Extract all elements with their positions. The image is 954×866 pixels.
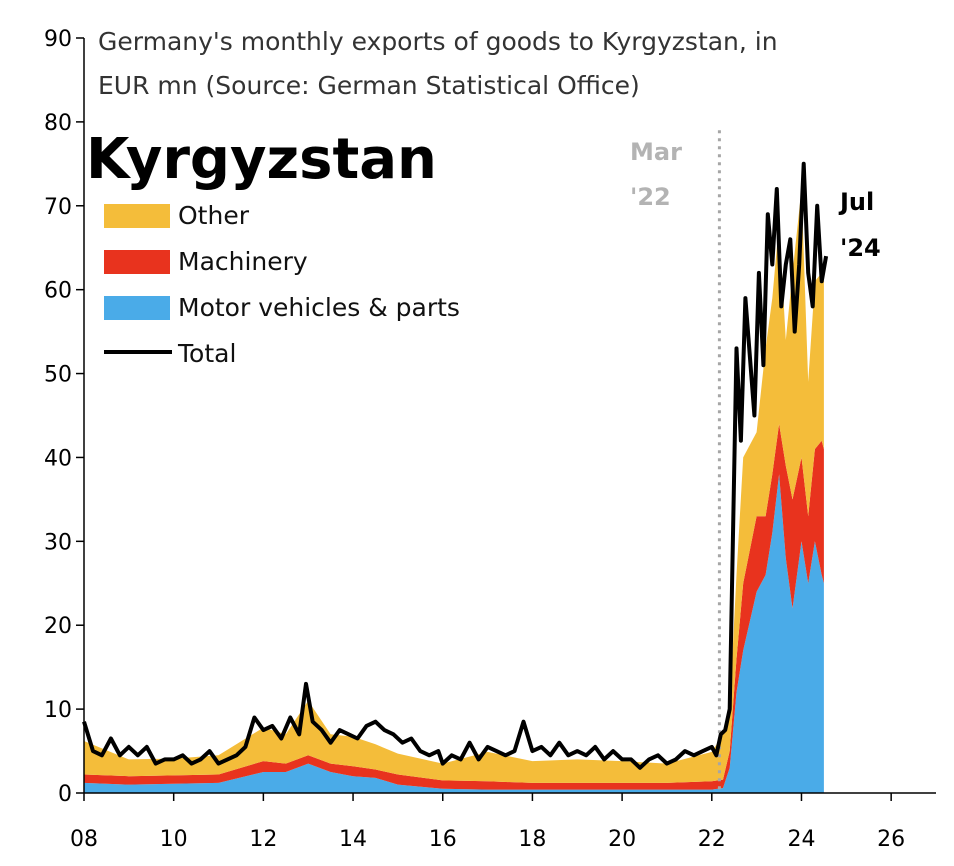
- x-tick-label: 14: [339, 827, 367, 852]
- x-tick-label: 16: [429, 827, 457, 852]
- x-axis-ticks: 08 10 12 14 16 18 20 22 24 26: [70, 793, 905, 852]
- chart-subtitle-line-2: EUR mn (Source: German Statistical Offic…: [98, 71, 640, 100]
- x-tick-label: 20: [608, 827, 636, 852]
- annotation-mar-line1: Mar: [630, 138, 682, 166]
- x-tick-label: 22: [698, 827, 726, 852]
- axes: 0 10 20 30 40 50 60 70 80 90 08 10 12 14 16 18 20 22 24 26: [44, 27, 936, 852]
- legend-swatch-machinery: [104, 250, 170, 274]
- area-motor: [84, 474, 824, 793]
- legend-swatch-other: [104, 204, 170, 228]
- legend-label-total: Total: [177, 339, 236, 368]
- x-tick-label: 26: [877, 827, 905, 852]
- y-tick-label: 40: [44, 446, 72, 471]
- x-tick-label: 10: [160, 827, 188, 852]
- y-tick-label: 70: [44, 195, 72, 220]
- legend-label-machinery: Machinery: [178, 247, 308, 276]
- annotation-jul-line2: '24: [840, 234, 881, 262]
- y-tick-label: 60: [44, 279, 72, 304]
- annotation-jul-line1: Jul: [838, 188, 874, 216]
- y-tick-label: 90: [44, 27, 72, 52]
- y-tick-label: 50: [44, 363, 72, 388]
- area-other: [84, 189, 824, 783]
- chart-subtitle-line-1: Germany's monthly exports of goods to Ky…: [98, 27, 778, 56]
- y-tick-label: 80: [44, 111, 72, 136]
- y-tick-label: 0: [58, 782, 72, 807]
- y-tick-label: 30: [44, 530, 72, 555]
- x-tick-label: 08: [70, 827, 98, 852]
- legend-label-motor-vehicles: Motor vehicles & parts: [178, 293, 460, 322]
- y-tick-label: 20: [44, 614, 72, 639]
- total-series-line: [82, 161, 829, 770]
- annotation-mar-line2: '22: [630, 183, 671, 211]
- y-axis-ticks: 0 10 20 30 40 50 60 70 80 90: [44, 27, 84, 807]
- legend: Other Machinery Motor vehicles & parts T…: [104, 201, 460, 368]
- area-machinery: [84, 423, 824, 790]
- legend-label-other: Other: [178, 201, 250, 230]
- chart-title: Kyrgyzstan: [86, 127, 437, 192]
- stacked-areas: [84, 189, 824, 793]
- y-tick-label: 10: [44, 698, 72, 723]
- x-tick-label: 24: [787, 827, 815, 852]
- x-tick-label: 12: [249, 827, 277, 852]
- x-tick-label: 18: [518, 827, 546, 852]
- legend-swatch-motor-vehicles: [104, 296, 170, 320]
